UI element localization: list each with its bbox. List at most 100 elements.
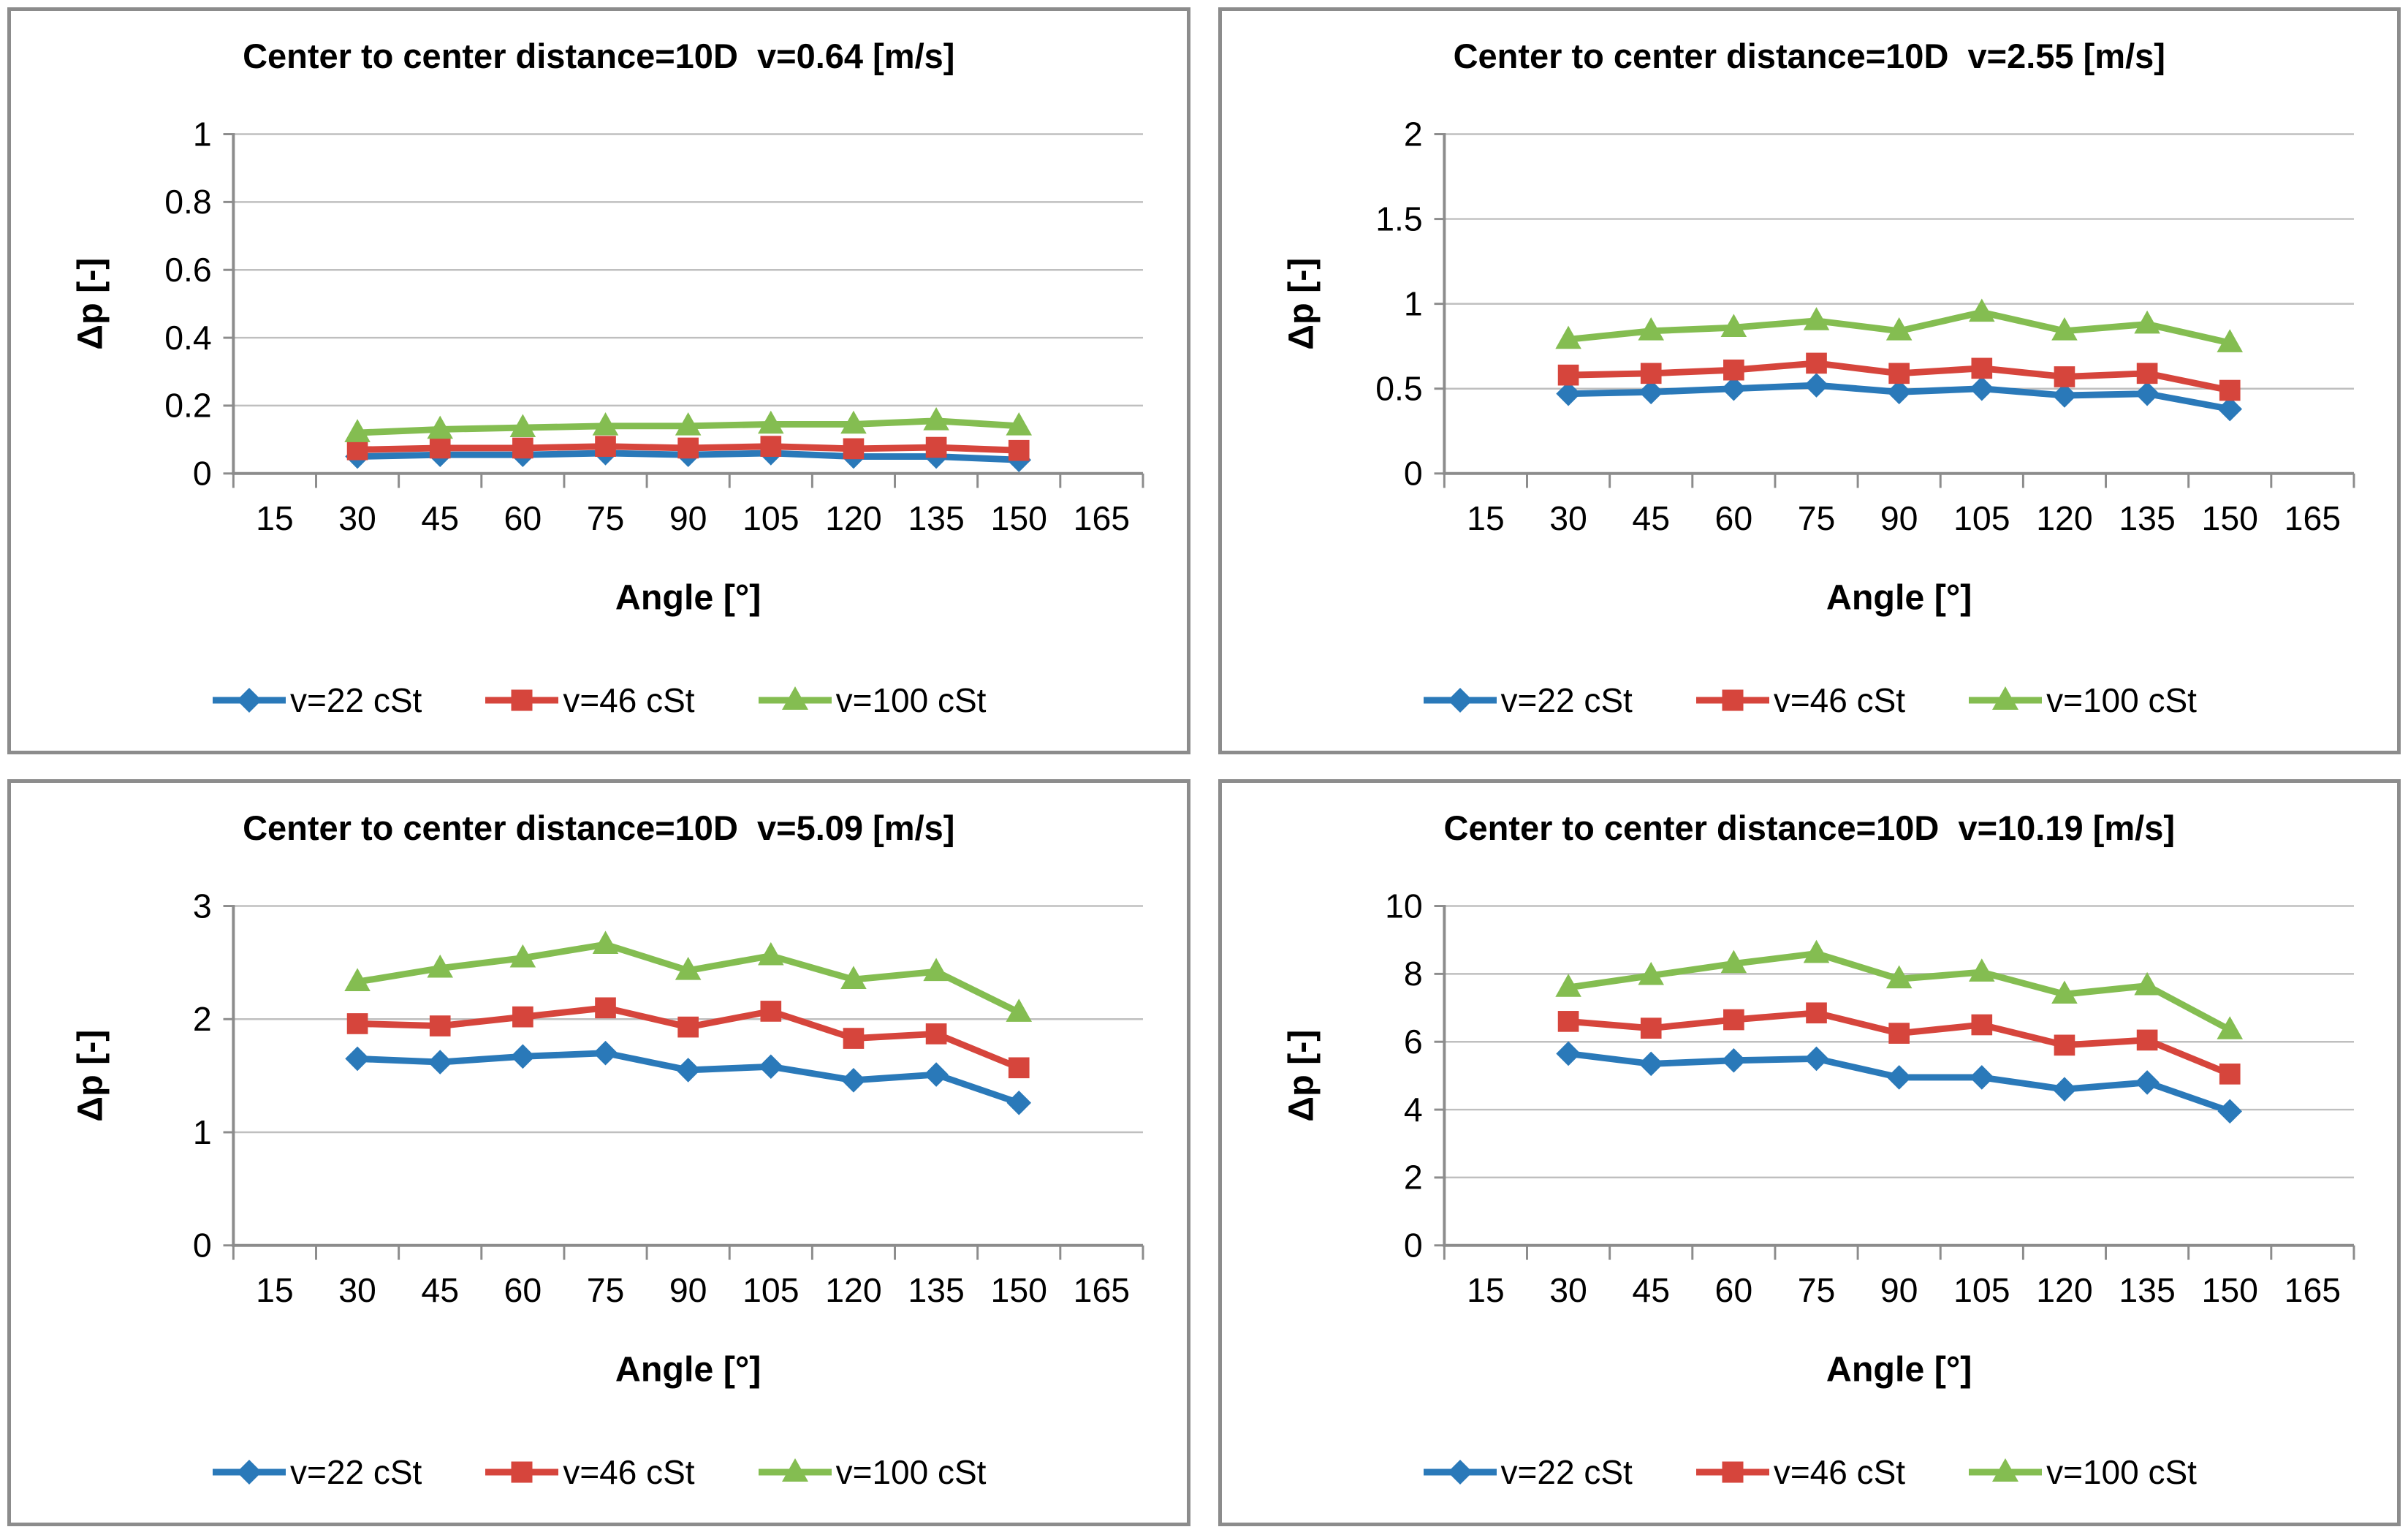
x-tick-label: 15 [1467,1271,1505,1309]
triangle-marker [2216,329,2243,352]
square-marker [1805,1002,1827,1024]
x-tick-label: 75 [587,1271,625,1309]
square-legend-marker-icon [485,689,559,711]
triangle-marker [2133,310,2160,334]
square-marker [925,1023,947,1045]
x-tick-label: 135 [2119,1271,2175,1309]
x-tick-label: 150 [991,499,1047,537]
triangle-marker [758,941,784,966]
x-tick-label: 45 [421,1271,459,1309]
y-axis-title: Δp [-] [71,1030,110,1122]
diamond-marker [237,688,262,713]
square-marker [843,438,865,460]
x-tick-label: 15 [1467,499,1505,537]
x-axis-title: Angle [°] [1826,577,1971,617]
legend-entry-v=46 cSt: v=46 cSt [1695,1452,1905,1492]
y-tick-labels: 0 0.5 1 1.5 2 [1375,115,1423,492]
square-marker [511,689,533,711]
x-tick-label: 30 [1549,499,1587,537]
diamond-marker [593,1040,618,1066]
triangle-marker [1803,307,1829,330]
y-tick-label: 6 [1403,1023,1422,1061]
axes [223,133,1144,488]
x-tick-label: 120 [2036,1271,2092,1309]
diamond-marker [1886,1065,1911,1090]
triangle-marker [509,944,536,968]
diamond-legend-marker-icon [213,688,286,713]
square-marker [1640,1017,1662,1039]
axes [223,905,1144,1260]
square-marker [1008,1057,1030,1079]
triangle-marker [840,966,867,989]
x-tick-labels: 15 30 45 60 75 90 105 120 135 150 165 [1467,1271,2341,1309]
square-marker [511,1461,533,1483]
x-tick-label: 105 [1953,1271,2010,1309]
triangle-marker [1968,298,1995,322]
y-tick-label: 0.8 [164,183,212,221]
legend-entry-v=100 cSt: v=100 cSt [1967,681,2197,720]
diamond-marker [2217,396,2242,422]
gridlines [233,133,1143,407]
y-tick-label: 1 [193,115,212,153]
triangle-marker [675,412,702,436]
square-marker [2054,1034,2075,1056]
x-tick-label: 105 [1953,499,2010,537]
diamond-marker [1447,688,1473,713]
x-tick-label: 90 [1880,1271,1918,1309]
y-tick-label: 0 [1403,455,1422,493]
chart-panel-v5-09: Center to center distance=10D v=5.09 [m/… [7,779,1190,1526]
x-tick-label: 45 [421,499,459,537]
chart-panel-v0-64: Center to center distance=10D v=0.64 [m/… [7,7,1190,754]
plot-svg: 0 2 4 6 8 10 15 30 45 60 75 90 105 120 135 150 165 Δp [-]… [1281,887,2355,1389]
diamond-marker [2217,1099,2242,1124]
x-tick-labels: 15 30 45 60 75 90 105 120 135 150 165 [256,499,1130,537]
legend-label: v=46 cSt [1773,1453,1906,1491]
legend-label: v=100 cSt [835,1453,987,1491]
legend-entry-v=46 cSt: v=46 cSt [1695,681,1905,720]
triangle-marker [1968,958,1995,982]
diamond-marker [1638,1051,1663,1077]
series [344,407,1033,472]
x-tick-label: 120 [825,1271,881,1309]
x-tick-label: 105 [742,1271,799,1309]
y-tick-label: 10 [1385,887,1423,925]
chart-title: Center to center distance=10D v=2.55 [m/… [1453,37,2165,75]
diamond-marker [237,1460,262,1485]
diamond-marker [428,1050,453,1074]
chart-legend: v=22 cSt v=46 cSt v=100 cSt [1222,1452,2398,1492]
plot-svg: 0 0.2 0.4 0.6 0.8 1 15 30 45 60 75 90 105 120 135 150 16… [71,115,1144,617]
x-axis-title: Angle [°] [615,577,761,617]
x-tick-label: 75 [1797,1271,1835,1309]
x-tick-label: 90 [1880,499,1918,537]
chart-legend: v=22 cSt v=46 cSt v=100 cSt [1222,681,2398,720]
x-tick-label: 75 [587,499,625,537]
square-marker [925,436,947,458]
y-tick-label: 1.5 [1375,200,1423,238]
triangle-marker [2133,971,2160,996]
square-marker [1723,359,1744,381]
legend-label: v=22 cSt [290,681,422,719]
triangle-marker [427,954,454,978]
chart-legend: v=22 cSt v=46 cSt v=100 cSt [11,681,1187,720]
triangle-marker [675,956,702,980]
triangle-marker [1637,317,1664,341]
square-marker [1970,1014,1992,1036]
triangle-marker [1637,961,1664,985]
y-tick-label: 2 [1403,1159,1422,1197]
square-marker [1640,363,1662,384]
triangle-marker [1720,950,1747,974]
diamond-marker [1804,1046,1828,1072]
diamond-marker [1721,376,1746,401]
square-marker [1805,352,1827,374]
y-tick-labels: 0 0.2 0.4 0.6 0.8 1 [164,115,212,492]
y-tick-label: 0.4 [164,319,212,357]
y-tick-label: 2 [193,1000,212,1038]
y-tick-label: 0 [193,455,212,493]
triangle-marker [1554,974,1581,997]
y-axis-title: Δp [-] [1281,258,1321,350]
square-marker [429,1015,451,1036]
charts-grid: Center to center distance=10D v=0.64 [m/… [7,7,2401,1526]
x-tick-label: 165 [1074,499,1130,537]
square-marker [2219,1063,2241,1085]
x-tick-label: 120 [825,499,881,537]
